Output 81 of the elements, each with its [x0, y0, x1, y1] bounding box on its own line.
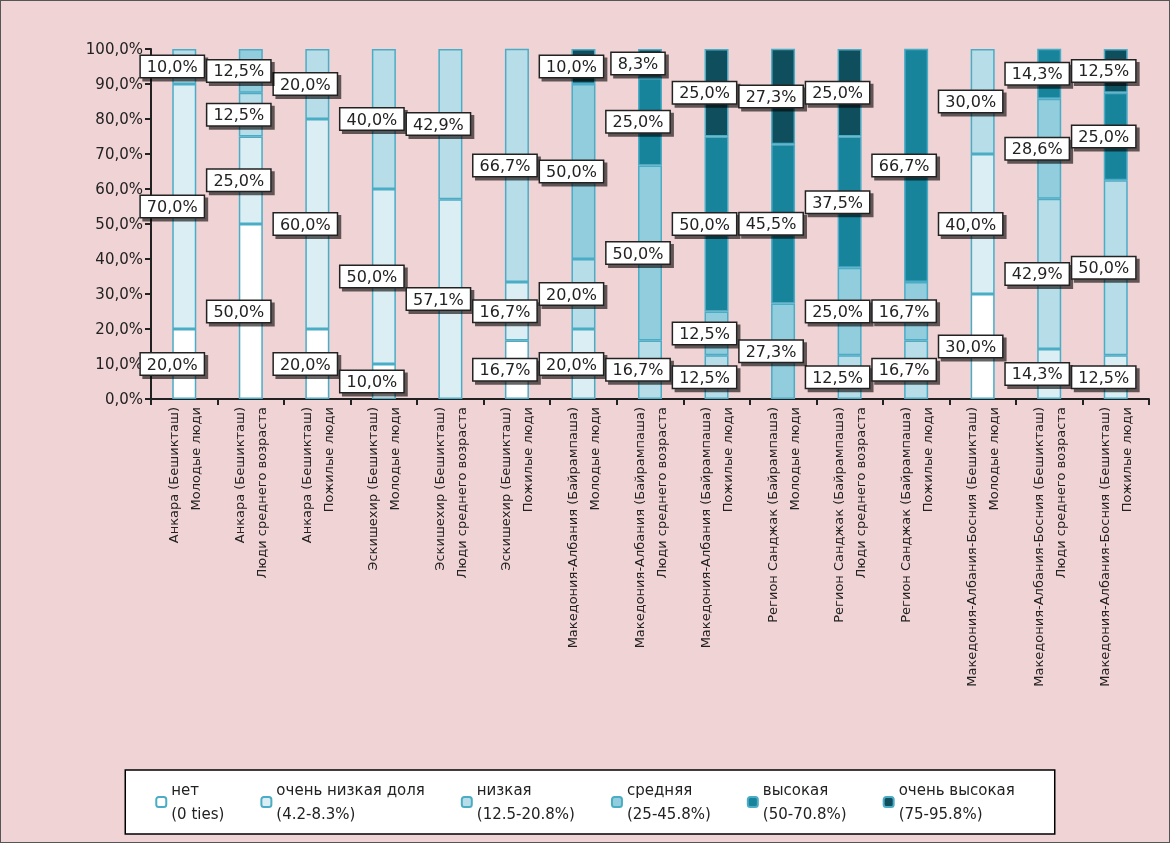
data-label: 50,0%: [546, 162, 597, 181]
x-tick-label: Македония-Албания (Байрампаша) Люди среднего возраста: [631, 407, 669, 649]
x-tick-label: Регион Санджак (Байрампаша) Пожилые люди: [897, 407, 935, 623]
data-label: 20,0%: [146, 354, 198, 374]
y-tick-label: 60,0%: [95, 180, 143, 198]
data-label: 12,5%: [679, 323, 730, 343]
data-label: 20,0%: [546, 284, 597, 304]
y-tick-label: 50,0%: [95, 215, 143, 233]
data-label: 12,5%: [679, 367, 730, 387]
y-tick-label: 0,0%: [104, 390, 143, 408]
data-label: 10,0%: [146, 57, 198, 76]
legend-label: очень низкая доля (4.2-8.3%): [276, 781, 425, 823]
data-label: 12,5%: [812, 367, 864, 387]
data-label: 60,0%: [279, 214, 331, 234]
data-label: 16,7%: [878, 301, 930, 321]
data-label: 14,3%: [1011, 64, 1063, 84]
data-label: 30,0%: [945, 337, 997, 356]
data-label: 50,0%: [1078, 258, 1130, 278]
x-tick-label: Анкара (Бешикташ) Молодые люди: [165, 407, 203, 544]
data-label: 45,5%: [745, 214, 797, 234]
x-tick-label: Эскишехир (Бешикташ) Люди среднего возраста: [431, 407, 469, 579]
data-label: 57,1%: [412, 289, 464, 309]
data-label: 16,7%: [479, 301, 531, 321]
x-tick-label: Анкара (Бешикташ) Пожилые люди: [298, 407, 336, 544]
data-label: 30,0%: [945, 92, 997, 111]
x-tick-label: Регион Санджак (Байрампаша) Люди среднего возраста: [831, 407, 869, 623]
data-label: 42,9%: [412, 114, 464, 134]
legend-label: высокая (50-70.8%): [762, 781, 847, 823]
data-label: 16,7%: [612, 360, 664, 380]
data-label: 14,3%: [1011, 364, 1063, 384]
x-tick-label: Македония-Албания-Босния (Бешикташ) Пожилые люди: [1097, 407, 1135, 687]
y-tick-label: 70,0%: [95, 145, 143, 163]
data-label: 28,6%: [1011, 139, 1063, 159]
x-tick-label: Анкара (Бешикташ) Люди среднего возраста: [232, 407, 270, 579]
legend-label: средняя (25-45.8%): [626, 781, 711, 823]
x-tick-label: Македония-Албания (Байрампаша) Молодые люди: [564, 407, 602, 649]
y-tick-label: 90,0%: [95, 75, 143, 93]
data-label: 25,0%: [812, 83, 864, 103]
data-label: 25,0%: [1078, 127, 1130, 146]
data-label: 12,5%: [1078, 367, 1130, 387]
y-tick-label: 30,0%: [95, 285, 143, 303]
data-label: 37,5%: [812, 192, 864, 212]
y-tick-label: 100,0%: [85, 40, 143, 58]
data-label: 25,0%: [812, 302, 864, 321]
data-label: 27,3%: [745, 341, 797, 361]
data-label: 16,7%: [878, 360, 930, 380]
data-label: 40,0%: [346, 109, 398, 129]
data-label: 50,0%: [213, 302, 265, 321]
y-tick-label: 20,0%: [95, 320, 143, 338]
x-tick-label: Македония-Албания-Босния (Бешикташ) Молодые люди: [964, 407, 1002, 687]
data-label: 16,7%: [479, 360, 531, 380]
data-label: 50,0%: [346, 267, 398, 286]
legend-label: низкая (12.5-20.8%): [476, 781, 575, 823]
legend-label: очень высокая (75-95.8%): [898, 781, 1015, 823]
data-label: 25,0%: [679, 83, 730, 103]
data-label: 8,3%: [617, 54, 659, 74]
data-label: 70,0%: [146, 197, 198, 216]
data-label: 20,0%: [279, 74, 331, 94]
data-label: 10,0%: [546, 57, 597, 76]
data-label: 27,3%: [745, 86, 797, 106]
data-label: 25,0%: [213, 170, 265, 190]
x-tick-label: Эскишехир (Бешикташ) Молодые люди: [365, 407, 403, 571]
data-label: 12,5%: [213, 61, 265, 81]
x-tick-label: Македония-Албания-Босния (Бешикташ) Люди среднего возраста: [1030, 407, 1068, 687]
data-label: 20,0%: [279, 354, 331, 374]
data-label: 40,0%: [945, 214, 997, 234]
data-label: 12,5%: [213, 105, 265, 125]
data-label: 66,7%: [878, 155, 930, 175]
data-label: 50,0%: [679, 214, 730, 234]
x-tick-label: Регион Санджак (Байрампаша) Молодые люди: [764, 407, 802, 623]
data-label: 20,0%: [546, 354, 597, 374]
data-label: 66,7%: [479, 155, 531, 175]
y-tick-label: 80,0%: [95, 110, 143, 128]
data-label: 42,9%: [1011, 264, 1063, 284]
data-label: 12,5%: [1078, 61, 1130, 81]
data-label: 50,0%: [612, 243, 664, 263]
legend-label: нет (0 ties): [171, 781, 225, 823]
x-tick-label: Эскишехир (Бешикташ) Пожилые люди: [498, 407, 536, 571]
data-label: 25,0%: [612, 112, 664, 132]
y-tick-label: 40,0%: [95, 250, 143, 268]
x-tick-label: Македония-Албания (Байрампаша) Пожилые люди: [698, 407, 736, 649]
